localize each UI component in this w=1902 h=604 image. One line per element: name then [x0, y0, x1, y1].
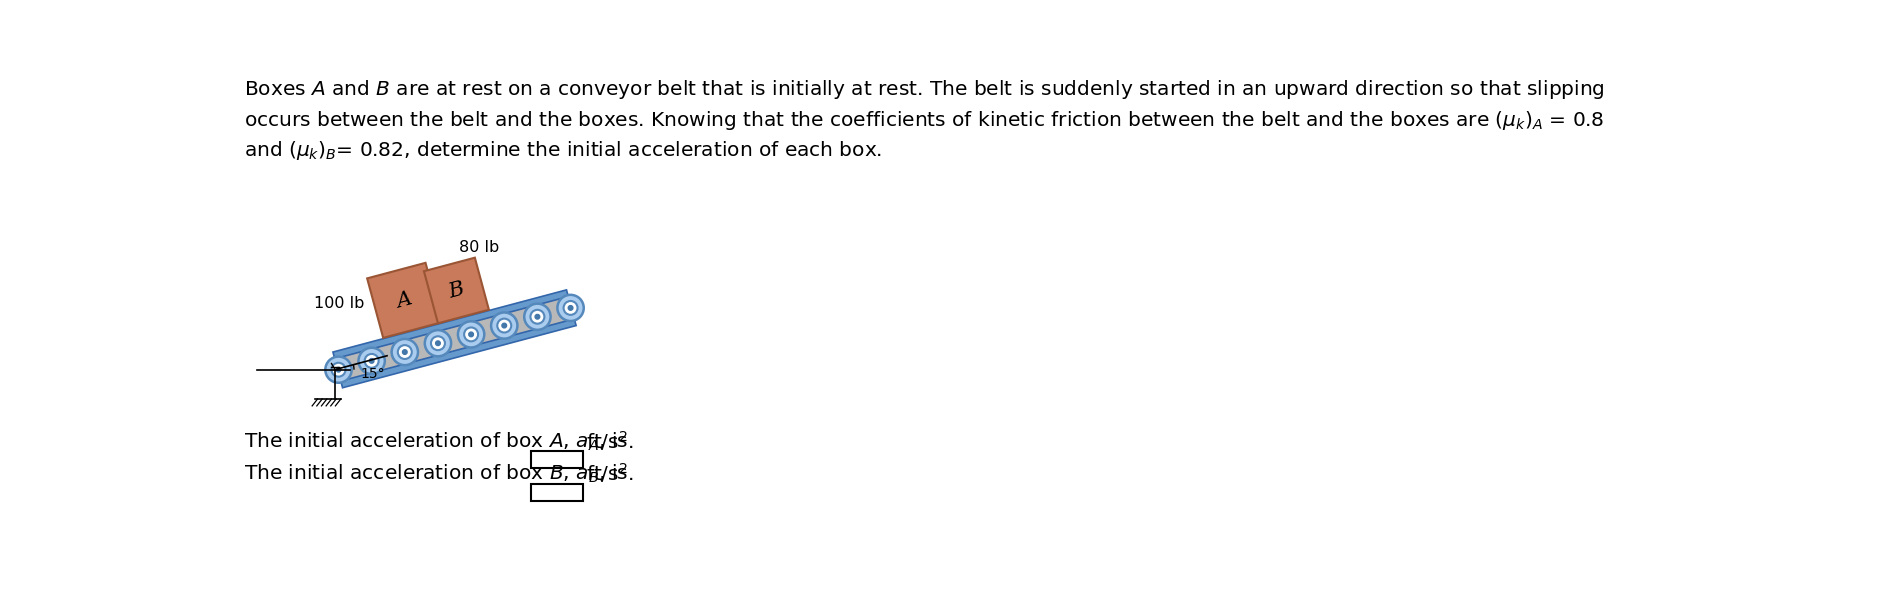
Circle shape	[458, 321, 485, 347]
Bar	[531, 451, 584, 468]
Text: The initial acceleration of box $B$, $a_B$, is: The initial acceleration of box $B$, $a_…	[243, 463, 628, 485]
Circle shape	[365, 354, 378, 368]
Circle shape	[557, 295, 584, 321]
Circle shape	[496, 319, 512, 332]
Circle shape	[464, 327, 477, 341]
Circle shape	[432, 336, 445, 350]
Circle shape	[531, 310, 544, 324]
Circle shape	[491, 312, 517, 339]
Circle shape	[369, 359, 375, 363]
Circle shape	[331, 363, 346, 377]
Bar	[531, 484, 584, 501]
Circle shape	[337, 367, 340, 372]
Text: Boxes $A$ and $B$ are at rest on a conveyor belt that is initially at rest. The : Boxes $A$ and $B$ are at rest on a conve…	[243, 78, 1605, 101]
Text: A: A	[394, 289, 415, 312]
Text: 80 lb: 80 lb	[458, 240, 498, 255]
Circle shape	[392, 339, 418, 365]
Circle shape	[563, 301, 578, 315]
Circle shape	[398, 345, 411, 359]
Text: 15°: 15°	[361, 367, 386, 381]
Circle shape	[534, 315, 540, 319]
Polygon shape	[424, 258, 489, 323]
Circle shape	[436, 341, 439, 345]
Text: 100 lb: 100 lb	[314, 296, 363, 311]
Polygon shape	[335, 296, 574, 382]
Circle shape	[525, 304, 550, 330]
Circle shape	[468, 332, 474, 336]
Polygon shape	[333, 290, 569, 359]
Text: occurs between the belt and the boxes. Knowing that the coefficients of kinetic : occurs between the belt and the boxes. K…	[243, 109, 1603, 132]
Circle shape	[325, 356, 352, 383]
Circle shape	[569, 306, 573, 310]
Polygon shape	[340, 319, 576, 388]
Text: and $(\mu_k)_B$= 0.82, determine the initial acceleration of each box.: and $(\mu_k)_B$= 0.82, determine the ini…	[243, 140, 883, 162]
Circle shape	[502, 323, 506, 328]
Circle shape	[403, 350, 407, 355]
Circle shape	[358, 348, 384, 374]
Text: ft/s$^2$.: ft/s$^2$.	[586, 429, 635, 453]
Text: ft/s$^2$.: ft/s$^2$.	[586, 461, 635, 485]
Circle shape	[424, 330, 451, 356]
Text: B: B	[447, 279, 466, 301]
Polygon shape	[367, 263, 441, 338]
Text: The initial acceleration of box $A$, $a_A$, is: The initial acceleration of box $A$, $a_…	[243, 431, 628, 453]
